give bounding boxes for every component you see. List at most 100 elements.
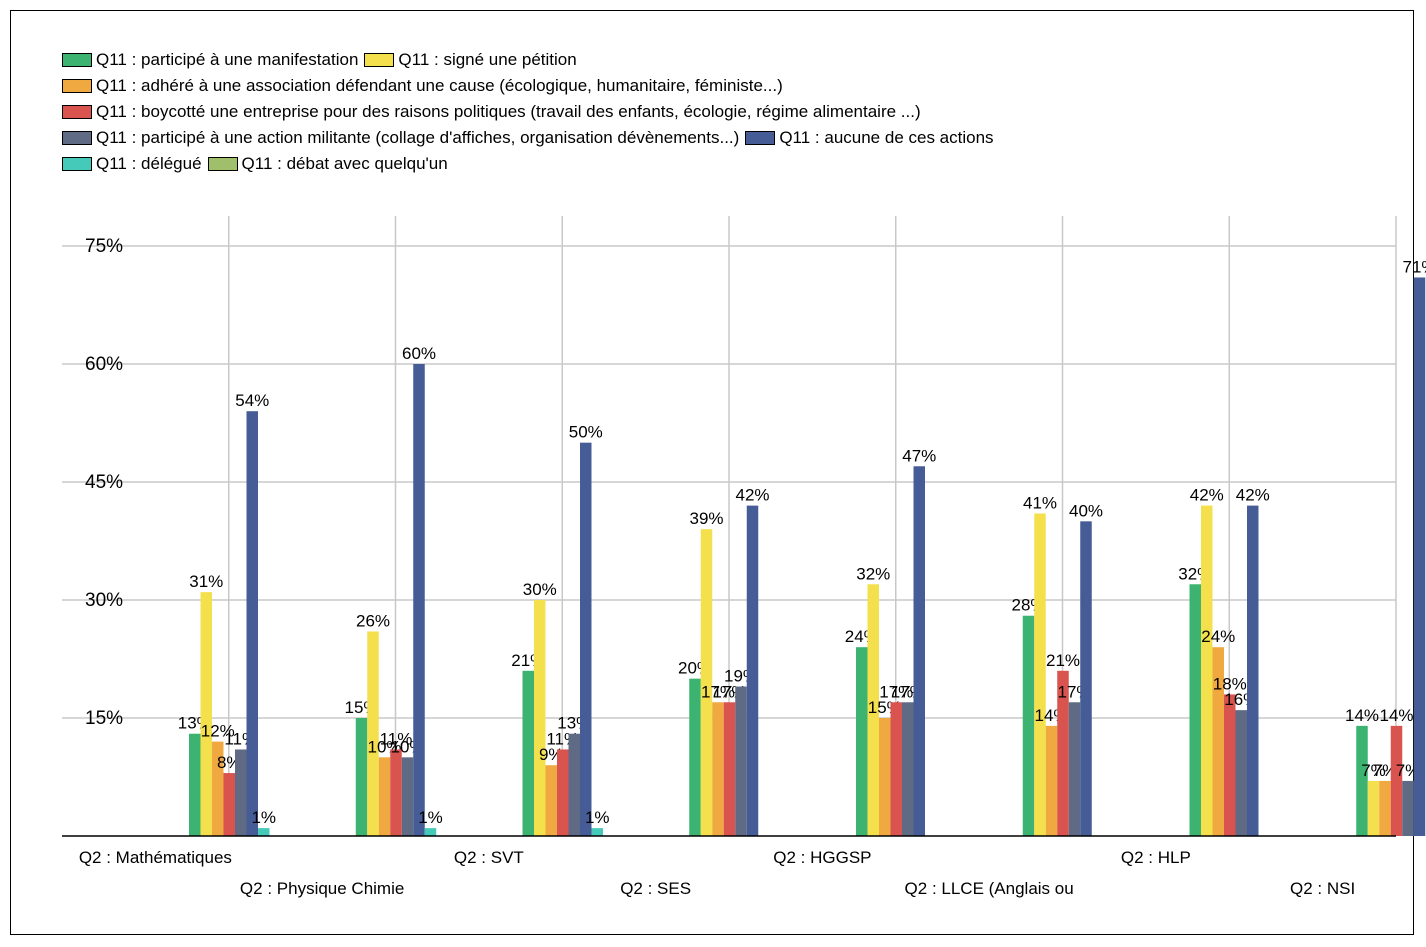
bar [522,670,534,836]
x-tick-label: Q2 : Physique Chimie [240,879,404,898]
y-tick-label: 75% [85,236,123,257]
bar [1189,584,1201,836]
legend-row: Q11 : délégué Q11 : débat avec quelqu'un [62,151,1000,177]
legend-item-boycott: Q11 : boycotté une entreprise pour des r… [62,99,921,125]
bar [223,773,235,836]
bar [735,686,747,836]
bar [189,733,201,836]
x-tick-label: Q2 : SES [620,879,691,898]
bar [700,529,713,836]
bar [1402,780,1414,836]
bar [580,442,592,836]
data-label: 11% [380,729,413,748]
bar [1247,505,1259,836]
legend-item-aucune: Q11 : aucune de ces actions [745,125,994,151]
data-label: 1% [251,808,276,827]
data-label: 24% [1201,627,1235,646]
data-label: 32% [856,564,890,583]
legend-label: Q11 : aucune de ces actions [779,128,994,147]
x-tick-label: Q2 : HGGSP [773,848,871,867]
chart-legend: Q11 : participé à une manifestation Q11 … [62,47,1000,177]
bar [378,757,391,836]
legend-row: Q11 : participé à une manifestation Q11 … [62,47,1000,73]
legend-swatch [62,131,92,145]
data-label: 50% [569,423,603,442]
data-label: 1% [418,808,443,827]
legend-item-manifestation: Q11 : participé à une manifestation [62,47,358,73]
bar [568,733,580,836]
data-label: 14% [1345,706,1379,725]
bar [913,466,925,836]
legend-row: Q11 : adhéré à une association défendant… [62,73,1000,99]
bar [1057,670,1069,836]
x-tick-label: Q2 : SVT [454,848,524,867]
bar [746,505,759,836]
bar [1034,513,1046,836]
bar [902,702,914,836]
bar [712,702,724,836]
data-label: 54% [235,391,269,410]
x-tick-label: Q2 : NSI [1290,879,1355,898]
bar [1080,521,1092,836]
data-label: 47% [902,446,936,465]
data-label: 21% [1046,651,1080,670]
bar [557,749,569,836]
legend-swatch [62,105,92,119]
data-label: 42% [1190,486,1224,505]
legend-label: Q11 : participé à une action militante (… [96,128,740,147]
bar [355,718,368,836]
bar [534,600,546,836]
bar [879,718,891,836]
bar [212,741,224,836]
bar [689,678,701,836]
legend-label: Q11 : boycotté une entreprise pour des r… [96,102,921,121]
legend-label: Q11 : signé une pétition [398,50,577,69]
bar [1413,277,1426,836]
bar [867,584,879,836]
y-tick-label: 30% [85,590,123,611]
legend-item-petition: Q11 : signé une pétition [364,47,577,73]
bar [390,749,402,836]
data-label: 7% [1361,761,1386,780]
data-label: 39% [689,509,723,528]
legend-row: Q11 : participé à une action militante (… [62,125,1000,151]
legend-label: Q11 : participé à une manifestation [96,50,359,69]
x-tick-label: Q2 : LLCE (Anglais ou [905,879,1074,898]
bar [1068,702,1081,836]
bar [235,749,247,836]
y-tick-label: 45% [85,472,123,493]
bar [1224,694,1236,836]
bar [890,702,902,836]
bar [1045,725,1058,836]
legend-label: Q11 : délégué [96,154,202,173]
bar [591,828,603,836]
bar [723,702,736,836]
bar [1379,780,1391,836]
legend-item-association: Q11 : adhéré à une association défendant… [62,73,783,99]
y-tick-label: 15% [85,708,123,729]
legend-swatch [62,157,92,171]
data-label: 17% [701,682,735,701]
data-label: 60% [402,344,436,363]
x-tick-label: Q2 : Mathématiques [79,848,232,867]
legend-swatch [62,79,92,93]
data-label: 1% [585,808,610,827]
y-tick-label: 60% [85,354,123,375]
data-label: 17% [879,682,913,701]
data-label: 30% [523,580,557,599]
legend-swatch [207,157,238,171]
legend-swatch [364,53,395,67]
legend-row: Q11 : boycotté une entreprise pour des r… [62,99,1000,125]
data-label: 41% [1023,493,1057,512]
bar [401,757,414,836]
bar [1390,725,1403,836]
bar [1356,725,1368,836]
bar [1367,780,1380,836]
data-label: 18% [1213,674,1247,693]
bar [367,631,379,836]
data-label: 40% [1069,501,1103,520]
bar [545,765,557,836]
data-label: 71% [1402,257,1426,276]
bar [1235,710,1247,836]
